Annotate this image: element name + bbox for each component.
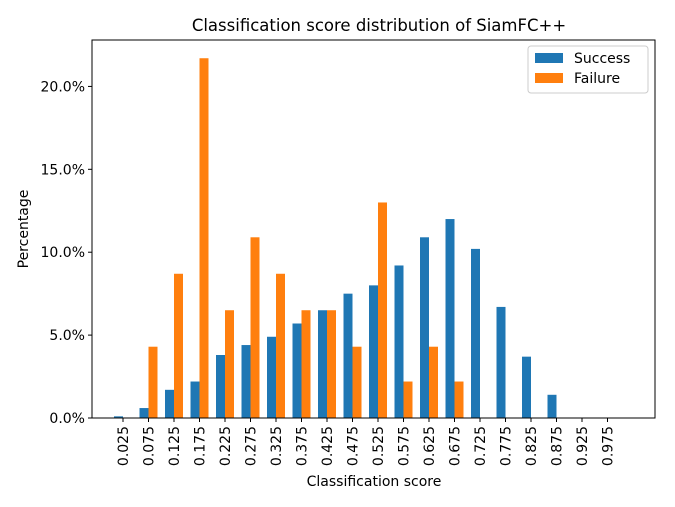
bar-failure-0.325 — [276, 273, 285, 418]
x-tick-label: 0.525 — [371, 426, 387, 466]
bar-success-0.425 — [318, 310, 327, 418]
x-tick-label: 0.475 — [346, 426, 362, 466]
x-tick-label: 0.775 — [499, 426, 515, 466]
x-tick-label: 0.925 — [575, 426, 591, 466]
x-tick-label: 0.975 — [601, 426, 617, 466]
x-tick-label: 0.825 — [524, 426, 540, 466]
bar-failure-0.525 — [378, 202, 387, 418]
bars-group — [114, 58, 557, 418]
y-tick-label: 5.0% — [49, 328, 85, 344]
bar-success-0.775 — [496, 306, 506, 418]
x-tick-label: 0.575 — [397, 426, 413, 466]
bar-success-0.275 — [241, 345, 251, 418]
x-tick-label: 0.075 — [142, 426, 158, 466]
bar-success-0.625 — [420, 237, 429, 418]
bar-failure-0.425 — [327, 310, 336, 418]
x-tick-label: 0.425 — [320, 426, 336, 466]
x-tick-label: 0.275 — [244, 426, 260, 466]
y-tick-label: 10.0% — [41, 245, 85, 261]
y-tick-label: 20.0% — [41, 79, 85, 95]
bar-success-0.725 — [471, 248, 480, 418]
bar-success-0.875 — [547, 394, 557, 418]
x-tick-label: 0.625 — [422, 426, 438, 466]
x-tick-label: 0.125 — [167, 426, 183, 466]
chart-title: Classification score distribution of Sia… — [192, 16, 566, 35]
y-tick-label: 0.0% — [49, 411, 85, 427]
x-tick-label: 0.725 — [473, 426, 489, 466]
bar-success-0.825 — [522, 356, 531, 418]
bar-success-0.375 — [292, 323, 302, 418]
bar-success-0.175 — [190, 381, 200, 418]
x-tick-label: 0.175 — [193, 426, 209, 466]
bar-failure-0.275 — [250, 237, 260, 418]
y-axis-title: Percentage — [16, 190, 32, 269]
bar-success-0.075 — [139, 408, 149, 418]
bar-failure-0.625 — [429, 346, 438, 418]
x-tick-label: 0.025 — [116, 426, 132, 466]
bar-success-0.225 — [216, 355, 225, 418]
x-tick-label: 0.875 — [550, 426, 566, 466]
bar-success-0.325 — [267, 336, 276, 418]
bar-failure-0.125 — [174, 273, 183, 418]
bar-failure-0.575 — [403, 381, 413, 418]
x-tick-label: 0.675 — [448, 426, 464, 466]
bar-success-0.025 — [114, 416, 123, 418]
bar-failure-0.175 — [199, 58, 209, 418]
y-axis: 0.0% 5.0% 10.0% 15.0% 20.0% — [41, 79, 92, 427]
x-tick-label: 0.225 — [218, 426, 234, 466]
x-tick-label: 0.375 — [295, 426, 311, 466]
bar-failure-0.675 — [454, 381, 464, 418]
legend-label-success: Success — [574, 51, 630, 67]
legend-label-failure: Failure — [574, 71, 620, 87]
bar-success-0.475 — [343, 293, 353, 418]
bar-success-0.575 — [394, 265, 404, 418]
bar-failure-0.475 — [352, 346, 362, 418]
bar-success-0.125 — [165, 389, 174, 418]
bar-failure-0.225 — [225, 310, 234, 418]
legend: Success Failure — [527, 45, 649, 94]
bar-failure-0.075 — [148, 346, 158, 418]
plot-frame — [91, 39, 656, 419]
legend-swatch-failure — [535, 73, 563, 83]
x-axis: 0.025 0.075 0.125 0.175 0.225 0.275 0.325 0.375… — [116, 418, 617, 466]
bar-failure-0.375 — [301, 310, 311, 418]
x-axis-title: Classification score — [307, 474, 442, 490]
bar-success-0.675 — [445, 219, 455, 418]
legend-swatch-success — [535, 53, 563, 63]
y-tick-label: 15.0% — [41, 162, 85, 178]
x-tick-label: 0.325 — [269, 426, 285, 466]
bar-success-0.525 — [369, 285, 378, 418]
